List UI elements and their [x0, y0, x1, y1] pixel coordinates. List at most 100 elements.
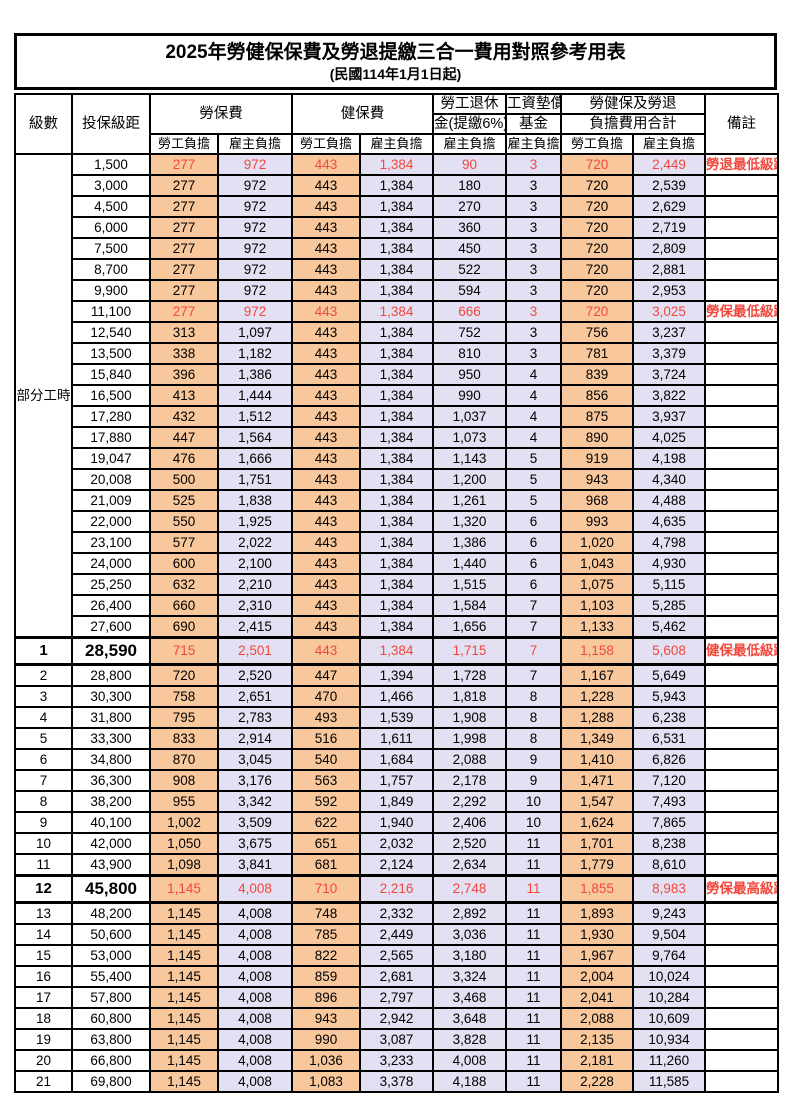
- total-employee-cell: 1,167: [560, 663, 634, 687]
- labor-employee-cell: 277: [149, 174, 219, 197]
- remark-cell: [704, 832, 779, 855]
- total-employer-cell: 4,798: [632, 531, 706, 554]
- level-cell: 13: [14, 901, 73, 925]
- labor-employer-cell: 4,008: [217, 965, 293, 988]
- bracket-cell: 6,000: [71, 216, 151, 239]
- health-employer-cell: 1,384: [359, 195, 434, 218]
- health-employee-cell: 443: [291, 237, 361, 260]
- health-employer-cell: 1,384: [359, 321, 434, 344]
- total-employer-cell: 3,025: [632, 300, 706, 323]
- remark-cell: [704, 489, 779, 512]
- total-employer-cell: 4,930: [632, 552, 706, 575]
- wage-fund-cell: 9: [505, 769, 562, 792]
- remark-cell: [704, 663, 779, 687]
- bracket-cell: 22,000: [71, 510, 151, 533]
- health-employer-cell: 1,940: [359, 811, 434, 834]
- health-employer-cell: 3,087: [359, 1028, 434, 1051]
- pension-cell: 450: [432, 237, 507, 260]
- table-row: 3 30,300 758 2,651 470 1,466 1,818 8 1,228 5,943: [14, 685, 779, 708]
- health-employer-cell: 1,466: [359, 685, 434, 708]
- bracket-cell: 34,800: [71, 748, 151, 771]
- table-row: 18 60,800 1,145 4,008 943 2,942 3,648 11 2,088 10…: [14, 1007, 779, 1030]
- remark-cell: [704, 447, 779, 470]
- total-employer-cell: 6,826: [632, 748, 706, 771]
- pension-cell: 3,036: [432, 923, 507, 946]
- premium-table: 級數 投保級距 勞保費 健保費 勞工退休 工資墊償 勞健保及勞退 備註 金(提繳…: [14, 93, 779, 1093]
- title-box: 2025年勞健保保費及勞退提繳三合一費用對照參考用表 (民國114年1月1日起): [14, 33, 777, 90]
- col-header-remark: 備註: [704, 93, 779, 155]
- health-employee-cell: 710: [291, 874, 361, 904]
- labor-employer-cell: 4,008: [217, 944, 293, 967]
- remark-cell: [704, 363, 779, 386]
- table-row: 19 63,800 1,145 4,008 990 3,087 3,828 11 2,135 10…: [14, 1028, 779, 1051]
- health-employee-cell: 443: [291, 510, 361, 533]
- wage-fund-cell: 3: [505, 216, 562, 239]
- table-row: 9,900 277 972 443 1,384 594 3 720 2,953: [15, 279, 779, 302]
- table-row: 2 28,800 720 2,520 447 1,394 1,728 7 1,167 5,649: [14, 663, 779, 687]
- wage-fund-cell: 10: [505, 811, 562, 834]
- labor-employee-cell: 1,145: [149, 1028, 219, 1051]
- total-employer-cell: 8,983: [632, 874, 706, 904]
- bracket-cell: 1,500: [71, 153, 151, 176]
- total-employee-cell: 1,547: [560, 790, 634, 813]
- table-row: 17,280 432 1,512 443 1,384 1,037 4 875 3,937: [15, 405, 779, 428]
- labor-employer-cell: 972: [217, 216, 293, 239]
- pension-cell: 1,261: [432, 489, 507, 512]
- wage-fund-cell: 9: [505, 748, 562, 771]
- remark-cell: [704, 405, 779, 428]
- total-employee-cell: 1,133: [560, 615, 634, 639]
- health-employer-cell: 1,384: [359, 552, 434, 575]
- total-employer-cell: 5,285: [632, 594, 706, 617]
- wage-fund-cell: 11: [505, 923, 562, 946]
- total-employee-cell: 1,158: [560, 636, 634, 666]
- subheader-total-employer: 雇主負擔: [632, 133, 706, 155]
- labor-employee-cell: 338: [149, 342, 219, 365]
- labor-employee-cell: 1,145: [149, 965, 219, 988]
- pension-cell: 2,520: [432, 832, 507, 855]
- health-employee-cell: 443: [291, 216, 361, 239]
- health-employee-cell: 896: [291, 986, 361, 1009]
- remark-cell: [704, 1028, 779, 1051]
- col-header-pension-line1: 勞工退休: [432, 93, 507, 115]
- bracket-cell: 17,880: [71, 426, 151, 449]
- wage-fund-cell: 11: [505, 1007, 562, 1030]
- bracket-cell: 66,800: [71, 1049, 151, 1072]
- pension-cell: 2,292: [432, 790, 507, 813]
- table-row: 4,500 277 972 443 1,384 270 3 720 2,629: [15, 195, 779, 218]
- bracket-cell: 45,800: [71, 874, 151, 904]
- health-employee-cell: 443: [291, 300, 361, 323]
- health-employer-cell: 1,384: [359, 153, 434, 176]
- table-row: 23,100 577 2,022 443 1,384 1,386 6 1,020 4,798: [15, 531, 779, 554]
- total-employer-cell: 10,284: [632, 986, 706, 1009]
- labor-employee-cell: 1,098: [149, 853, 219, 877]
- pension-cell: 990: [432, 384, 507, 407]
- labor-employee-cell: 600: [149, 552, 219, 575]
- remark-cell: 健保最低級距: [704, 636, 779, 666]
- table-row: 22,000 550 1,925 443 1,384 1,320 6 993 4,635: [15, 510, 779, 533]
- bracket-cell: 36,300: [71, 769, 151, 792]
- labor-employee-cell: 690: [149, 615, 219, 639]
- labor-employer-cell: 2,520: [217, 663, 293, 687]
- health-employer-cell: 1,384: [359, 279, 434, 302]
- health-employee-cell: 443: [291, 321, 361, 344]
- total-employee-cell: 720: [560, 153, 634, 176]
- level-cell: 9: [14, 811, 73, 834]
- health-employer-cell: 1,384: [359, 573, 434, 596]
- wage-fund-cell: 4: [505, 405, 562, 428]
- bracket-cell: 69,800: [71, 1070, 151, 1093]
- bracket-cell: 3,000: [71, 174, 151, 197]
- health-employee-cell: 443: [291, 426, 361, 449]
- labor-employee-cell: 1,050: [149, 832, 219, 855]
- health-employer-cell: 1,384: [359, 426, 434, 449]
- bracket-cell: 23,100: [71, 531, 151, 554]
- remark-cell: [704, 258, 779, 281]
- level-cell: 21: [14, 1070, 73, 1093]
- total-employer-cell: 5,943: [632, 685, 706, 708]
- col-header-wage-fund-line1: 工資墊償: [505, 93, 562, 115]
- bracket-cell: 30,300: [71, 685, 151, 708]
- table-header: 級數 投保級距 勞保費 健保費 勞工退休 工資墊償 勞健保及勞退 備註 金(提繳…: [14, 93, 779, 155]
- pension-cell: 666: [432, 300, 507, 323]
- health-employee-cell: 443: [291, 363, 361, 386]
- health-employer-cell: 1,384: [359, 300, 434, 323]
- wage-fund-cell: 11: [505, 1049, 562, 1072]
